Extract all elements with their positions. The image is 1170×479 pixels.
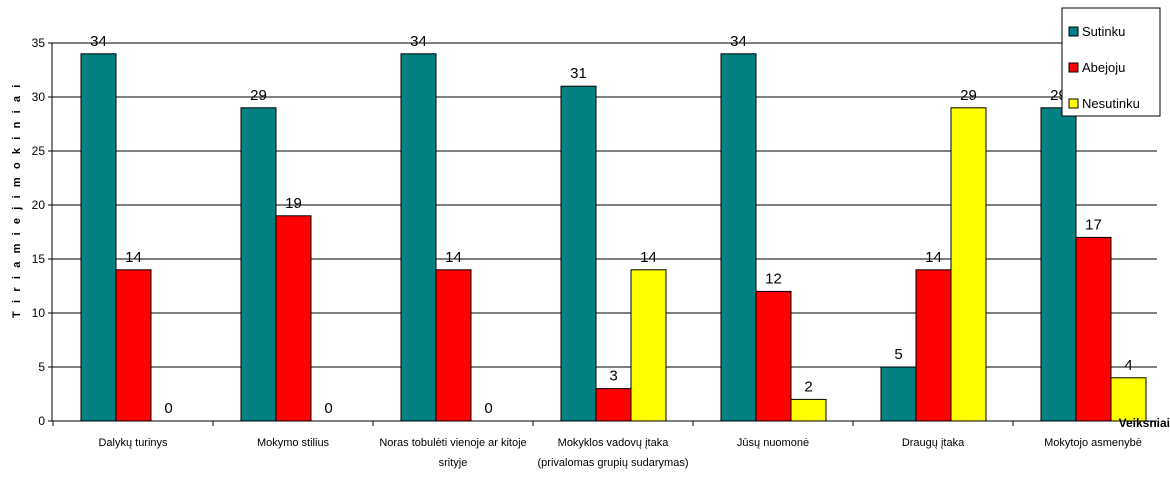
data-label: 2 [804,378,812,395]
data-label: 34 [410,33,427,50]
axes [48,42,1157,426]
y-tick-label: 0 [38,414,45,428]
data-label: 0 [324,400,332,417]
bar-abejoju-1 [115,269,152,422]
bars [80,53,1147,422]
data-label: 14 [925,249,942,266]
bar-sutinku-4 [560,85,597,422]
bar-abejoju-6 [915,269,952,422]
y-axis-title: T i r i a m i e j i m o k i n i a i [11,82,23,318]
bar-abejoju-2 [275,215,312,422]
data-label: 3 [609,368,617,385]
category-label: (privalomas grupių sudarymas) [538,457,689,469]
data-label: 0 [484,400,492,417]
data-label: 34 [730,33,747,50]
data-label: 14 [640,249,657,266]
data-label: 0 [164,400,172,417]
legend-label: Sutinku [1082,24,1125,39]
data-label: 19 [285,195,302,212]
gridlines [52,42,1157,368]
data-label: 17 [1085,216,1102,233]
category-labels: Dalykų turinys Mokymo stilius Noras tobulė… [98,437,1141,469]
data-label: 29 [250,87,267,104]
data-label: 29 [960,87,977,104]
legend: Sutinku Abejoju Nesutinku [1061,7,1161,117]
category-label: srityje [439,457,468,469]
bar-sutinku-7 [1040,107,1077,422]
y-tick-label: 20 [32,198,46,212]
bar-sutinku-5 [720,53,757,422]
data-label: 5 [894,346,902,363]
y-tick-label: 25 [32,144,46,158]
bar-nesutinku-6 [950,107,987,422]
y-tick-labels: 0 5 10 15 20 25 30 35 [32,36,46,428]
y-tick-label: 35 [32,36,46,50]
data-label: 31 [570,65,587,82]
bar-nesutinku-5 [790,398,827,422]
y-tick-label: 5 [38,360,45,374]
legend-swatch [1068,26,1079,37]
data-label: 12 [765,270,782,287]
category-label: Draugų įtaka [902,437,965,449]
legend-label: Abejoju [1082,60,1125,75]
bar-abejoju-5 [755,290,792,422]
data-label: 34 [90,33,107,50]
data-label: 4 [1124,357,1132,374]
bar-abejoju-3 [435,269,472,422]
bar-sutinku-6 [880,366,917,422]
category-label: Mokymo stilius [257,437,330,449]
x-axis-title: Veiksniai [1119,416,1170,430]
y-tick-label: 30 [32,90,46,104]
y-tick-label: 10 [32,306,46,320]
bar-sutinku-3 [400,53,437,422]
bar-abejoju-7 [1075,236,1112,422]
bar-sutinku-1 [80,53,117,422]
data-label: 14 [125,249,142,266]
category-label: Jūsų nuomonė [737,437,809,449]
category-label: Mokyklos vadovų įtaka [558,437,670,449]
category-label: Mokytojo asmenybė [1044,437,1142,449]
data-label: 14 [445,249,462,266]
y-tick-label: 15 [32,252,46,266]
bar-sutinku-2 [240,107,277,422]
category-label: Noras tobulėti vienoje ar kitoje [379,437,526,449]
legend-label: Nesutinku [1082,96,1140,111]
legend-swatch [1068,62,1079,73]
legend-swatch [1068,98,1079,109]
legend-box [1061,7,1161,117]
bar-nesutinku-7 [1110,377,1147,422]
bar-abejoju-4 [595,388,632,422]
category-label: Dalykų turinys [98,437,168,449]
bar-nesutinku-4 [630,269,667,422]
